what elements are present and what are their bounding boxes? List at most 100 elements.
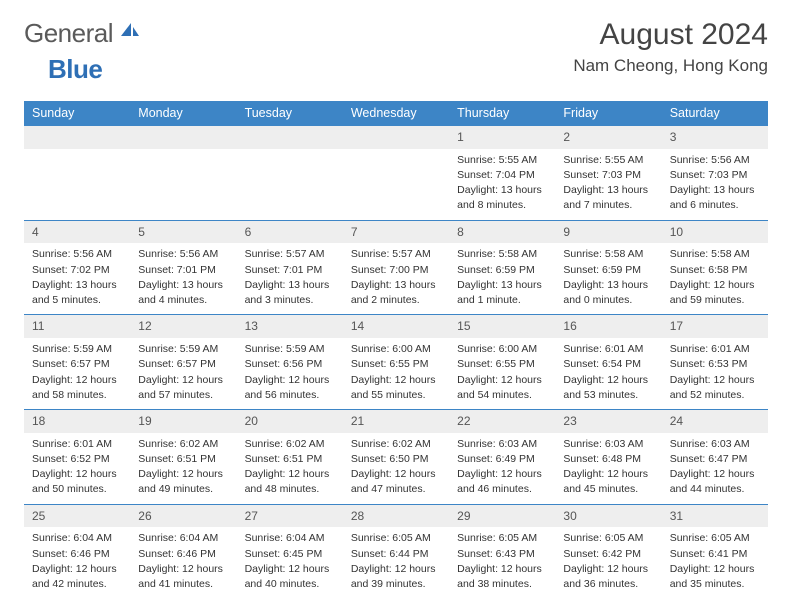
week-row: 18Sunrise: 6:01 AMSunset: 6:52 PMDayligh… (24, 409, 768, 504)
weekday-header: Thursday (449, 101, 555, 125)
week-row: 4Sunrise: 5:56 AMSunset: 7:02 PMDaylight… (24, 220, 768, 315)
day-cell: 25Sunrise: 6:04 AMSunset: 6:46 PMDayligh… (24, 504, 130, 599)
day-cell: . (237, 125, 343, 220)
brand-general: General (24, 18, 113, 49)
sunset-text: Sunset: 6:51 PM (138, 452, 228, 467)
day-cell: 6Sunrise: 5:57 AMSunset: 7:01 PMDaylight… (237, 220, 343, 315)
day-details: Sunrise: 6:03 AMSunset: 6:49 PMDaylight:… (449, 433, 555, 504)
day-details: Sunrise: 6:05 AMSunset: 6:44 PMDaylight:… (343, 527, 449, 598)
daylight-text: Daylight: 12 hours and 38 minutes. (457, 562, 547, 592)
sunset-text: Sunset: 6:49 PM (457, 452, 547, 467)
weekday-header: Wednesday (343, 101, 449, 125)
day-number: 29 (449, 504, 555, 528)
day-details: Sunrise: 5:58 AMSunset: 6:58 PMDaylight:… (662, 243, 768, 314)
daylight-text: Daylight: 12 hours and 40 minutes. (245, 562, 335, 592)
daylight-text: Daylight: 12 hours and 52 minutes. (670, 373, 760, 403)
daylight-text: Daylight: 12 hours and 36 minutes. (563, 562, 653, 592)
sunset-text: Sunset: 6:45 PM (245, 547, 335, 562)
sunset-text: Sunset: 6:42 PM (563, 547, 653, 562)
sunset-text: Sunset: 6:55 PM (457, 357, 547, 372)
day-number: . (24, 125, 130, 149)
day-number: 1 (449, 125, 555, 149)
sunset-text: Sunset: 6:55 PM (351, 357, 441, 372)
sunrise-text: Sunrise: 6:04 AM (32, 531, 122, 546)
day-number: 27 (237, 504, 343, 528)
daylight-text: Daylight: 12 hours and 59 minutes. (670, 278, 760, 308)
day-number: 28 (343, 504, 449, 528)
daylight-text: Daylight: 13 hours and 8 minutes. (457, 183, 547, 213)
daylight-text: Daylight: 13 hours and 7 minutes. (563, 183, 653, 213)
sunset-text: Sunset: 6:56 PM (245, 357, 335, 372)
sunrise-text: Sunrise: 5:59 AM (32, 342, 122, 357)
daylight-text: Daylight: 13 hours and 1 minute. (457, 278, 547, 308)
day-cell: 21Sunrise: 6:02 AMSunset: 6:50 PMDayligh… (343, 409, 449, 504)
day-details: Sunrise: 5:56 AMSunset: 7:01 PMDaylight:… (130, 243, 236, 314)
weekday-header: Monday (130, 101, 236, 125)
day-details: Sunrise: 6:02 AMSunset: 6:51 PMDaylight:… (237, 433, 343, 504)
day-cell: 26Sunrise: 6:04 AMSunset: 6:46 PMDayligh… (130, 504, 236, 599)
daylight-text: Daylight: 12 hours and 55 minutes. (351, 373, 441, 403)
day-details: Sunrise: 5:59 AMSunset: 6:57 PMDaylight:… (130, 338, 236, 409)
day-number: 30 (555, 504, 661, 528)
day-cell: 24Sunrise: 6:03 AMSunset: 6:47 PMDayligh… (662, 409, 768, 504)
sunset-text: Sunset: 7:01 PM (138, 263, 228, 278)
day-cell: 8Sunrise: 5:58 AMSunset: 6:59 PMDaylight… (449, 220, 555, 315)
day-details: Sunrise: 6:01 AMSunset: 6:52 PMDaylight:… (24, 433, 130, 504)
sunset-text: Sunset: 6:50 PM (351, 452, 441, 467)
sunrise-text: Sunrise: 6:03 AM (670, 437, 760, 452)
day-cell: 17 Sunrise: 6:01 AMSunset: 6:53 PMDayligh… (662, 314, 768, 409)
day-cell: 28Sunrise: 6:05 AMSunset: 6:44 PMDayligh… (343, 504, 449, 599)
day-number: 17 (662, 314, 768, 338)
day-cell: 3Sunrise: 5:56 AMSunset: 7:03 PMDaylight… (662, 125, 768, 220)
sunset-text: Sunset: 6:53 PM (670, 357, 760, 372)
sunset-text: Sunset: 6:57 PM (32, 357, 122, 372)
sunrise-text: Sunrise: 5:58 AM (563, 247, 653, 262)
sunrise-text: Sunrise: 6:05 AM (563, 531, 653, 546)
sail-icon (119, 21, 141, 44)
sunrise-text: Sunrise: 6:04 AM (245, 531, 335, 546)
sunrise-text: Sunrise: 6:05 AM (457, 531, 547, 546)
sunrise-text: Sunrise: 5:59 AM (245, 342, 335, 357)
daylight-text: Daylight: 12 hours and 41 minutes. (138, 562, 228, 592)
day-details: Sunrise: 5:57 AMSunset: 7:00 PMDaylight:… (343, 243, 449, 314)
sunset-text: Sunset: 6:52 PM (32, 452, 122, 467)
day-cell: 27 Sunrise: 6:04 AMSunset: 6:45 PMDayligh… (237, 504, 343, 599)
sunrise-text: Sunrise: 5:57 AM (351, 247, 441, 262)
day-cell: 30 Sunrise: 6:05 AMSunset: 6:42 PMDayligh… (555, 504, 661, 599)
day-number: 18 (24, 409, 130, 433)
day-number: 6 (237, 220, 343, 244)
day-details: Sunrise: 5:55 AMSunset: 7:04 PMDaylight:… (449, 149, 555, 220)
daylight-text: Daylight: 13 hours and 4 minutes. (138, 278, 228, 308)
sunrise-text: Sunrise: 6:00 AM (351, 342, 441, 357)
sunrise-text: Sunrise: 5:57 AM (245, 247, 335, 262)
daylight-text: Daylight: 12 hours and 42 minutes. (32, 562, 122, 592)
sunset-text: Sunset: 6:46 PM (32, 547, 122, 562)
day-details: Sunrise: 5:57 AMSunset: 7:01 PMDaylight:… (237, 243, 343, 314)
day-details: Sunrise: 5:56 AMSunset: 7:02 PMDaylight:… (24, 243, 130, 314)
sunrise-text: Sunrise: 5:55 AM (563, 153, 653, 168)
sunrise-text: Sunrise: 6:01 AM (563, 342, 653, 357)
sunset-text: Sunset: 6:59 PM (563, 263, 653, 278)
daylight-text: Daylight: 13 hours and 2 minutes. (351, 278, 441, 308)
day-cell: 20Sunrise: 6:02 AMSunset: 6:51 PMDayligh… (237, 409, 343, 504)
daylight-text: Daylight: 12 hours and 47 minutes. (351, 467, 441, 497)
day-cell: . (130, 125, 236, 220)
day-details: Sunrise: 6:05 AMSunset: 6:41 PMDaylight:… (662, 527, 768, 598)
sunset-text: Sunset: 7:04 PM (457, 168, 547, 183)
sunrise-text: Sunrise: 6:05 AM (670, 531, 760, 546)
weekday-header-row: Sunday Monday Tuesday Wednesday Thursday… (24, 101, 768, 125)
daylight-text: Daylight: 12 hours and 44 minutes. (670, 467, 760, 497)
sunrise-text: Sunrise: 6:00 AM (457, 342, 547, 357)
day-details: Sunrise: 6:04 AMSunset: 6:46 PMDaylight:… (24, 527, 130, 598)
daylight-text: Daylight: 12 hours and 57 minutes. (138, 373, 228, 403)
day-details: Sunrise: 6:02 AMSunset: 6:50 PMDaylight:… (343, 433, 449, 504)
sunrise-text: Sunrise: 5:56 AM (138, 247, 228, 262)
sunrise-text: Sunrise: 6:01 AM (670, 342, 760, 357)
day-cell: 12Sunrise: 5:59 AMSunset: 6:57 PMDayligh… (130, 314, 236, 409)
day-cell: . (24, 125, 130, 220)
day-number: 19 (130, 409, 236, 433)
sunset-text: Sunset: 7:02 PM (32, 263, 122, 278)
sunset-text: Sunset: 7:00 PM (351, 263, 441, 278)
sunrise-text: Sunrise: 6:02 AM (138, 437, 228, 452)
day-details: Sunrise: 6:02 AMSunset: 6:51 PMDaylight:… (130, 433, 236, 504)
